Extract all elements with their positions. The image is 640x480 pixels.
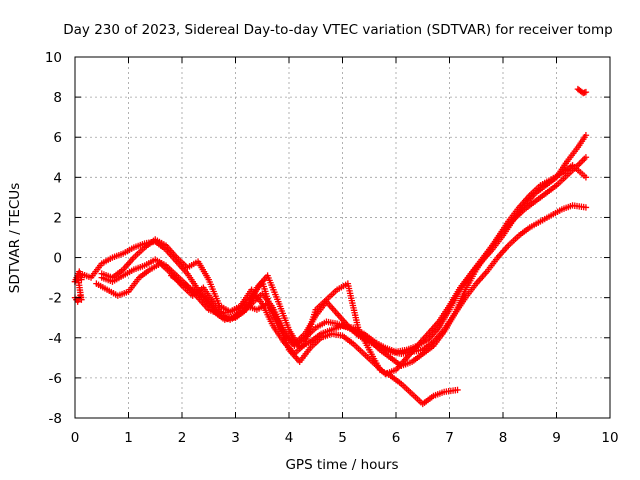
axis-tick-labels: 0 1 2 3 4 5 6 7 8 9 10 -8 -6 -4 -2 0 2 4 6 8 10 (45, 50, 619, 446)
data-point (78, 276, 85, 283)
x-tick-label: 1 (124, 430, 133, 446)
y-tick-label: 10 (45, 50, 62, 66)
y-tick-label: 8 (53, 90, 62, 106)
x-tick-label: 2 (178, 430, 187, 446)
y-tick-label: 4 (53, 170, 62, 186)
grid-lines (75, 57, 610, 418)
y-tick-label: -6 (49, 371, 62, 387)
data-point (582, 88, 590, 96)
y-tick-label: 0 (53, 251, 62, 267)
data-series (71, 85, 590, 408)
x-tick-label: 5 (338, 430, 347, 446)
chart-title: Day 230 of 2023, Sidereal Day-to-day VTE… (63, 22, 612, 38)
series-track-5 (98, 256, 461, 408)
y-tick-label: -4 (49, 331, 62, 347)
series-track-4 (168, 132, 590, 378)
y-tick-label: -2 (49, 291, 62, 307)
y-axis-label: SDTVAR / TECUs (7, 183, 23, 293)
x-tick-label: 7 (445, 430, 454, 446)
x-tick-label: 0 (71, 430, 80, 446)
y-tick-label: 2 (53, 210, 62, 226)
x-tick-label: 8 (499, 430, 508, 446)
y-tick-label: 6 (53, 130, 62, 146)
data-point (582, 132, 590, 139)
x-tick-label: 3 (231, 430, 240, 446)
data-point (454, 386, 461, 394)
y-tick-label: -8 (49, 411, 62, 427)
series-late-fragment (574, 85, 590, 97)
x-tick-label: 6 (392, 430, 401, 446)
data-point (582, 204, 590, 211)
x-tick-label: 4 (285, 430, 294, 446)
x-axis-label: GPS time / hours (285, 457, 398, 473)
axis-ticks (74, 56, 611, 419)
x-tick-label: 10 (601, 430, 618, 446)
series-left-fragment (71, 268, 85, 305)
data-point (582, 174, 590, 181)
x-tick-label: 9 (552, 430, 561, 446)
data-point (582, 154, 590, 161)
